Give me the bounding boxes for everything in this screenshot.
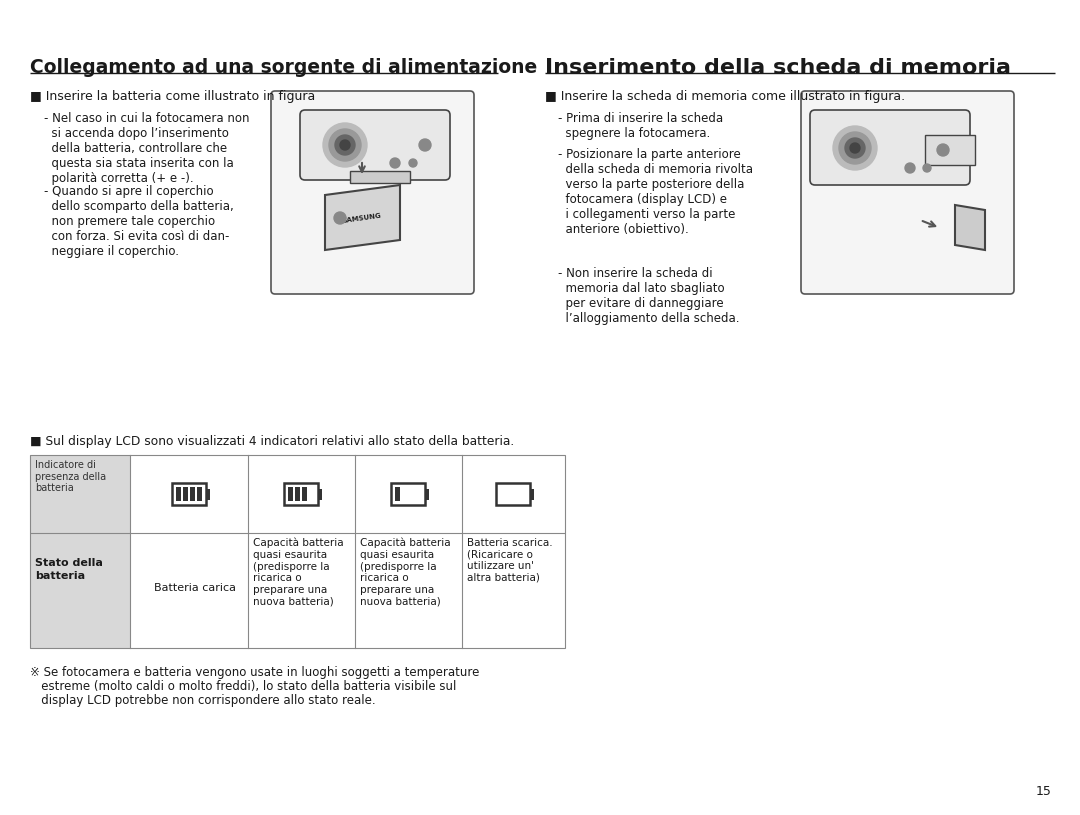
Text: - Nel caso in cui la fotocamera non
  si accenda dopo l’inserimento
  della batt: - Nel caso in cui la fotocamera non si a… (44, 112, 249, 185)
FancyBboxPatch shape (801, 91, 1014, 294)
Text: - Quando si apre il coperchio
  dello scomparto della batteria,
  non premere ta: - Quando si apre il coperchio dello scom… (44, 185, 233, 258)
Bar (924, 135, 975, 165)
Text: Batteria carica: Batteria carica (154, 583, 237, 593)
Bar (30, 455, 565, 648)
Bar (295, 487, 300, 501)
Circle shape (419, 139, 431, 151)
Circle shape (839, 132, 870, 164)
Bar (30, 455, 130, 533)
Text: batteria: batteria (35, 571, 85, 581)
Bar (190, 487, 195, 501)
FancyBboxPatch shape (271, 91, 474, 294)
Text: ■ Sul display LCD sono visualizzati 4 indicatori relativi allo stato della batte: ■ Sul display LCD sono visualizzati 4 in… (30, 435, 514, 448)
Text: Inserimento della scheda di memoria: Inserimento della scheda di memoria (545, 58, 1011, 78)
Text: Batteria scarica.
(Ricaricare o
utilizzare un'
altra batteria): Batteria scarica. (Ricaricare o utilizza… (467, 538, 553, 583)
Text: Capacità batteria
quasi esaurita
(predisporre la
ricarica o
preparare una
nuova : Capacità batteria quasi esaurita (predis… (253, 538, 343, 606)
Text: display LCD potrebbe non corrispondere allo stato reale.: display LCD potrebbe non corrispondere a… (30, 694, 376, 707)
Bar (30, 533, 130, 648)
Text: Capacità batteria
quasi esaurita
(predisporre la
ricarica o
preparare una
nuova : Capacità batteria quasi esaurita (predis… (360, 538, 450, 606)
Circle shape (329, 129, 361, 161)
Text: 15: 15 (1036, 785, 1052, 798)
Bar (530, 489, 534, 500)
Text: - Posizionare la parte anteriore
  della scheda di memoria rivolta
  verso la pa: - Posizionare la parte anteriore della s… (558, 148, 753, 236)
Bar (395, 487, 400, 501)
Text: Collegamento ad una sorgente di alimentazione: Collegamento ad una sorgente di alimenta… (30, 58, 537, 77)
Bar (183, 487, 188, 501)
Bar (318, 489, 322, 500)
Bar (172, 483, 206, 505)
Text: Stato della: Stato della (35, 558, 103, 568)
Bar (302, 487, 307, 501)
Bar (426, 489, 429, 500)
Circle shape (937, 144, 949, 156)
Circle shape (335, 135, 355, 155)
Circle shape (390, 158, 400, 168)
Circle shape (334, 212, 346, 224)
Text: ■ Inserire la scheda di memoria come illustrato in figura.: ■ Inserire la scheda di memoria come ill… (545, 90, 905, 103)
FancyBboxPatch shape (810, 110, 970, 185)
Polygon shape (955, 205, 985, 250)
Bar (176, 487, 181, 501)
Circle shape (905, 163, 915, 173)
Circle shape (323, 123, 367, 167)
Bar (391, 483, 426, 505)
Text: - Non inserire la scheda di
  memoria dal lato sbagliato
  per evitare di danneg: - Non inserire la scheda di memoria dal … (558, 267, 740, 325)
Circle shape (845, 138, 865, 158)
Polygon shape (325, 185, 400, 250)
Circle shape (833, 126, 877, 170)
Bar (206, 489, 210, 500)
Bar (284, 483, 318, 505)
Text: - Prima di inserire la scheda
  spegnere la fotocamera.: - Prima di inserire la scheda spegnere l… (558, 112, 724, 140)
Circle shape (923, 164, 931, 172)
Text: Indicatore di
presenza della
batteria: Indicatore di presenza della batteria (35, 460, 106, 493)
Circle shape (340, 140, 350, 150)
Text: ※ Se fotocamera e batteria vengono usate in luoghi soggetti a temperature: ※ Se fotocamera e batteria vengono usate… (30, 666, 480, 679)
Bar (288, 487, 293, 501)
Bar (197, 487, 202, 501)
Bar (496, 483, 530, 505)
Circle shape (850, 143, 860, 153)
Bar (350, 171, 410, 183)
Circle shape (409, 159, 417, 167)
Text: SAMSUNG: SAMSUNG (342, 212, 382, 224)
Text: ■ Inserire la batteria come illustrato in figura: ■ Inserire la batteria come illustrato i… (30, 90, 315, 103)
Text: estreme (molto caldi o molto freddi), lo stato della batteria visibile sul: estreme (molto caldi o molto freddi), lo… (30, 680, 457, 693)
FancyBboxPatch shape (300, 110, 450, 180)
